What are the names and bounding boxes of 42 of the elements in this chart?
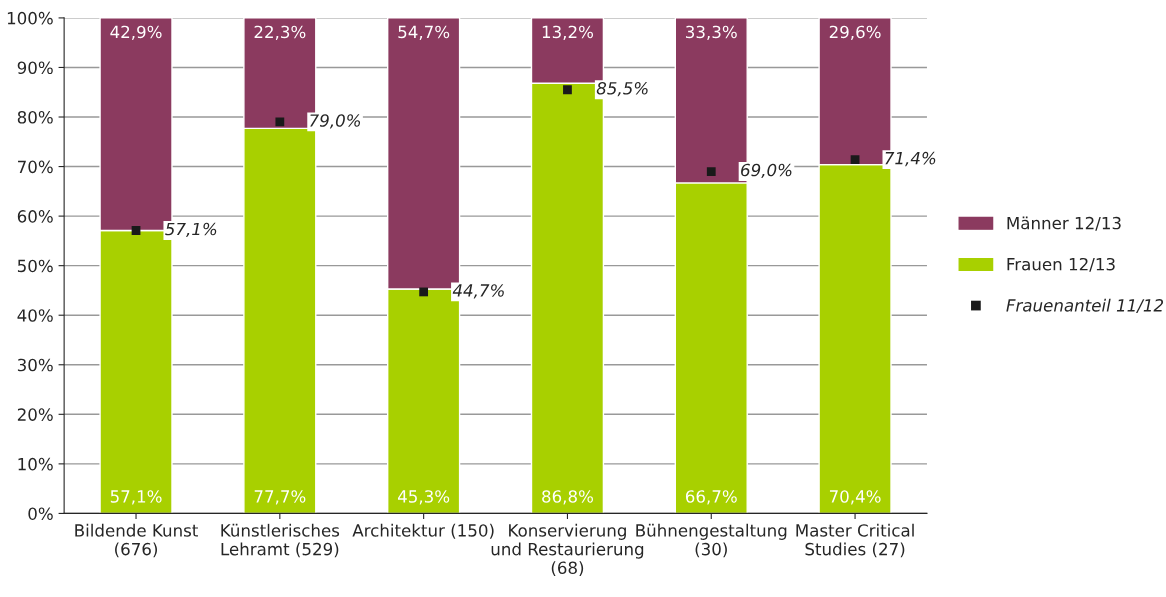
y-tick-label: 10% xyxy=(18,457,53,471)
point xyxy=(275,117,285,127)
y-tick-label: 50% xyxy=(17,259,53,273)
y-tick-label: 70% xyxy=(18,160,53,174)
y-tick-label: 30% xyxy=(17,358,53,372)
legend-label: Frauen 12/13 xyxy=(1007,257,1115,272)
data-label: 57,1% xyxy=(165,222,217,238)
data-label: 54,7% xyxy=(398,25,450,40)
point xyxy=(563,85,572,95)
y-tick-label: 60% xyxy=(17,210,53,223)
y-tick-label: 90% xyxy=(17,61,53,75)
data-label: 85,5% xyxy=(596,81,648,97)
y-tick-label: 80% xyxy=(17,110,53,124)
x-tick-label: Bildende Kunst (676) xyxy=(75,523,198,558)
data-label: 66,7% xyxy=(685,490,737,505)
legend-label: Männer 12/13 xyxy=(1007,216,1121,231)
data-label: 77,7% xyxy=(254,490,306,505)
data-label: 70,4% xyxy=(829,490,881,505)
data-label: 44,7% xyxy=(452,284,504,299)
data-label: 45,3% xyxy=(397,490,450,505)
legend-label: Frauenanteil 11/12 xyxy=(1006,298,1164,313)
y-tick-label: 40% xyxy=(17,309,53,322)
data-label: 69,0% xyxy=(741,163,792,179)
point xyxy=(131,226,141,235)
y-tick-label: 0% xyxy=(28,507,53,520)
x-tick-label: Master Critical Studies (27) xyxy=(796,523,914,558)
data-label: 33,3% xyxy=(686,25,737,40)
data-label: 42,9% xyxy=(110,25,162,40)
y-tick-label: 100% xyxy=(7,11,53,25)
data-label: 13,2% xyxy=(542,25,594,40)
data-label: 71,4% xyxy=(885,151,936,167)
data-label: 79,0% xyxy=(310,114,361,129)
x-tick-label: Architektur (150) xyxy=(352,523,494,539)
data-label: 29,6% xyxy=(829,25,881,40)
data-label: 22,3% xyxy=(254,25,306,40)
point xyxy=(850,155,860,165)
y-tick-label: 20% xyxy=(17,408,53,421)
data-label: 57,1% xyxy=(110,490,162,505)
x-tick-label: Künstlerisches Lehramt (529) xyxy=(221,523,340,558)
data-label: 86,8% xyxy=(542,490,594,505)
point xyxy=(419,287,429,297)
point xyxy=(706,167,716,176)
